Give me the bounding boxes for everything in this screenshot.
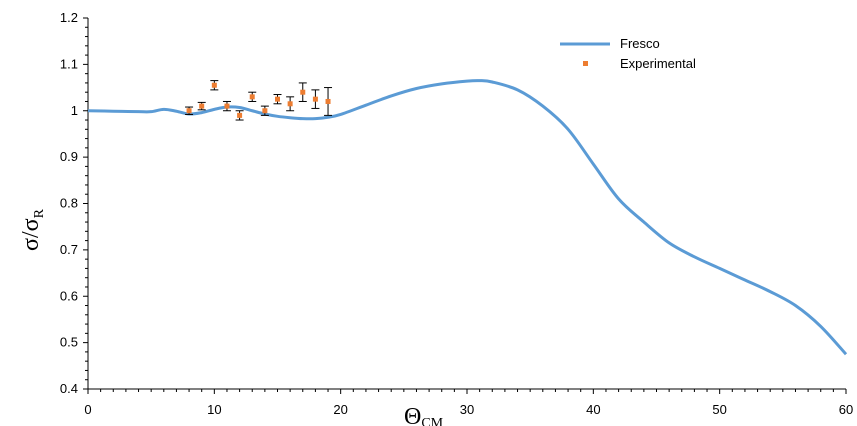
experimental-point [237,112,243,118]
experimental-point [199,103,205,109]
experimental-series [185,80,333,121]
experimental-point [211,82,217,88]
y-tick-label: 0.5 [60,335,78,350]
y-tick-label: 1.1 [60,56,78,71]
y-tick-label: 1 [71,103,78,118]
y-tick-labels: 0.4 0.5 0.6 0.7 0.8 0.9 1 1.1 1.2 [60,10,78,396]
y-tick-label: 0.6 [60,288,78,303]
experimental-point [186,108,192,114]
x-tick-label: 0 [84,402,91,417]
experimental-point [300,89,306,95]
experimental-point [224,103,230,109]
x-axis-label: ΘCM [404,404,444,426]
experimental-point [262,108,268,114]
y-axis-label: σ/σR [18,208,47,251]
y-tick-label: 0.7 [60,242,78,257]
fresco-line [87,79,848,356]
legend-experimental-swatch [583,61,588,66]
legend: Fresco Experimental [560,36,696,71]
y-tick-label: 1.2 [60,10,78,25]
x-tick-label: 30 [460,402,474,417]
y-tick-label: 0.8 [60,196,78,211]
x-tick-label: 50 [712,402,726,417]
x-tick-label: 40 [586,402,600,417]
experimental-point [312,96,318,102]
fresco-series [87,79,848,356]
x-tick-label: 20 [333,402,347,417]
x-tick-label: 60 [839,402,853,417]
y-tick-label: 0.9 [60,149,78,164]
experimental-point [325,98,331,104]
y-tick-label: 0.4 [60,381,78,396]
legend-experimental-label: Experimental [620,56,696,71]
axes [83,17,847,394]
x-tick-labels: 0 10 20 30 40 50 60 [84,402,853,417]
experimental-point [275,96,280,102]
x-tick-label: 10 [207,402,221,417]
experimental-point [249,94,255,100]
experimental-point [287,101,293,107]
legend-fresco-label: Fresco [620,36,660,51]
